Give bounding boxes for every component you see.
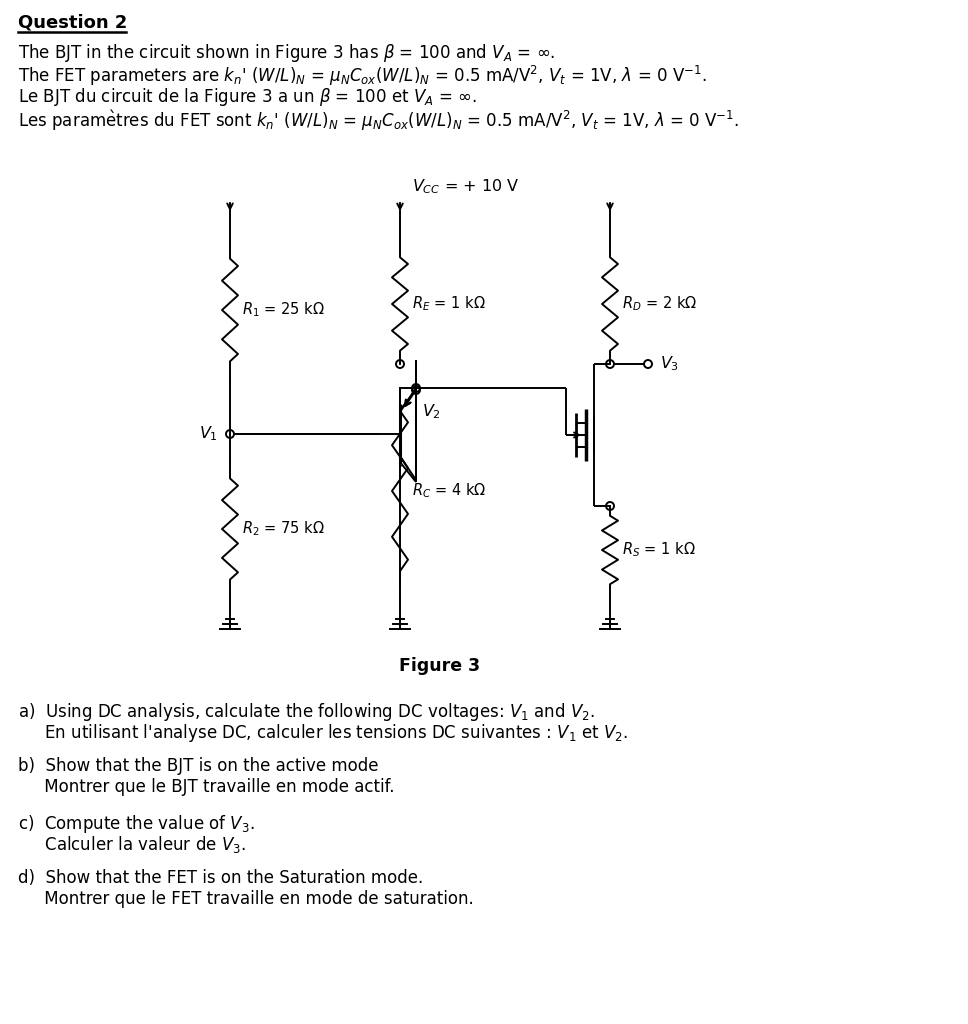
Text: Calculer la valeur de $V_3$.: Calculer la valeur de $V_3$. [18, 834, 246, 855]
Text: Question 2: Question 2 [18, 14, 128, 32]
Text: $V_2$: $V_2$ [422, 402, 440, 421]
Text: $R_1$ = 25 k$\Omega$: $R_1$ = 25 k$\Omega$ [242, 301, 325, 319]
Text: Les param$\grave{\rm e}$tres du FET sont $k_n$' $(W/L)_N$ = $\mu_N C_{ox}(W/L)_N: Les param$\grave{\rm e}$tres du FET sont… [18, 108, 739, 132]
Text: $R_E$ = 1 k$\Omega$: $R_E$ = 1 k$\Omega$ [412, 295, 486, 313]
Text: Figure 3: Figure 3 [400, 657, 480, 675]
Text: $R_2$ = 75 k$\Omega$: $R_2$ = 75 k$\Omega$ [242, 519, 325, 539]
Text: $V_1$: $V_1$ [199, 425, 218, 443]
Text: $V_3$: $V_3$ [660, 354, 680, 374]
Text: The FET parameters are $k_n$' $(W/L)_N$ = $\mu_N C_{ox}(W/L)_N$ = 0.5 mA/V$^2$, : The FET parameters are $k_n$' $(W/L)_N$ … [18, 63, 707, 88]
Text: $R_C$ = 4 k$\Omega$: $R_C$ = 4 k$\Omega$ [412, 481, 486, 501]
Text: Le BJT du circuit de la Figure 3 a un $\beta$ = 100 et $V_A$ = $\infty$.: Le BJT du circuit de la Figure 3 a un $\… [18, 86, 477, 108]
Text: $R_D$ = 2 k$\Omega$: $R_D$ = 2 k$\Omega$ [622, 295, 697, 313]
Text: d)  Show that the FET is on the Saturation mode.: d) Show that the FET is on the Saturatio… [18, 869, 423, 887]
Text: a)  Using DC analysis, calculate the following DC voltages: $V_1$ and $V_2$.: a) Using DC analysis, calculate the foll… [18, 701, 595, 723]
Text: b)  Show that the BJT is on the active mode: b) Show that the BJT is on the active mo… [18, 757, 378, 775]
Text: Montrer que le FET travaille en mode de saturation.: Montrer que le FET travaille en mode de … [18, 890, 473, 908]
Text: Montrer que le BJT travaille en mode actif.: Montrer que le BJT travaille en mode act… [18, 778, 395, 796]
Text: The BJT in the circuit shown in Figure 3 has $\beta$ = 100 and $V_A$ = $\infty$.: The BJT in the circuit shown in Figure 3… [18, 42, 556, 63]
Text: c)  Compute the value of $V_3$.: c) Compute the value of $V_3$. [18, 813, 255, 835]
Text: $V_{CC}$ = + 10 V: $V_{CC}$ = + 10 V [412, 177, 520, 196]
Text: En utilisant l'analyse DC, calculer les tensions DC suivantes : $V_1$ et $V_2$.: En utilisant l'analyse DC, calculer les … [18, 722, 628, 744]
Text: $R_S$ = 1 k$\Omega$: $R_S$ = 1 k$\Omega$ [622, 541, 696, 559]
